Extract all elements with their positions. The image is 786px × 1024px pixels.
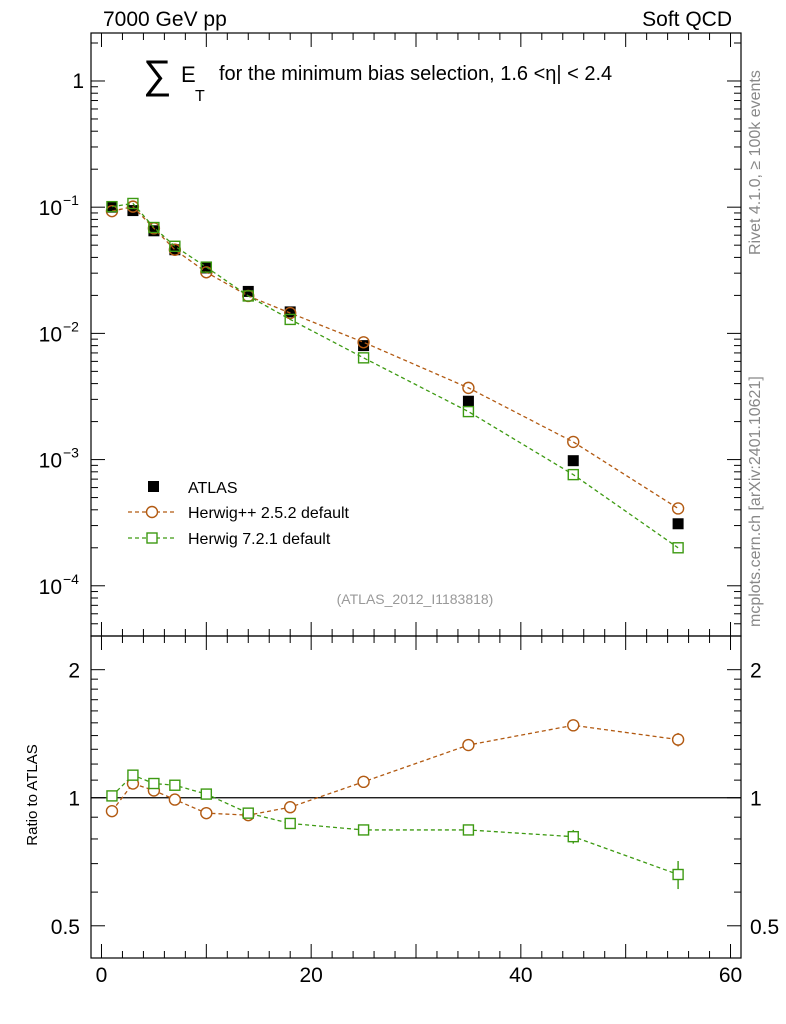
herwig7-data-point (462, 405, 475, 418)
ratio-herwig7-point (242, 807, 254, 819)
plot-title: for the minimum bias selection, 1.6 <η| … (219, 63, 612, 85)
ratio-herwigpp-point (200, 806, 213, 820)
ratio-herwig7-point (106, 790, 118, 802)
herwig7-data-point (106, 200, 118, 213)
ratio-series-line-0 (111, 724, 679, 816)
ratio-herwig7-point (462, 824, 475, 836)
analysis-id: (ATLAS_2012_I1183818) (337, 591, 494, 607)
ratio-y-tick-label-right: 1 (750, 788, 762, 811)
mcplots-label: mcplots.cern.ch [arXiv:2401.10621] (747, 376, 764, 627)
ratio-herwigpp-point (168, 793, 182, 806)
series-line-1 (111, 205, 679, 509)
atlas-data-point (462, 395, 474, 407)
x-tick-label: 20 (299, 964, 322, 987)
herwigpp-data-point (462, 381, 475, 395)
y-tick-label: 10 (39, 450, 62, 473)
title-sum-symbol: ∑ (143, 53, 172, 97)
ratio-herwigpp-point (567, 719, 580, 732)
legend-marker-herwigpp (145, 505, 159, 519)
herwig7-data-point (242, 290, 254, 302)
legend-marker-atlas (148, 481, 159, 492)
herwig7-data-point (567, 468, 579, 481)
ratio-herwig7-point (148, 777, 160, 790)
ratio-herwig7-point (127, 769, 139, 781)
y-tick-label: 10 (39, 323, 62, 346)
legend-label-herwigpp: Herwig++ 2.5.2 default (188, 505, 350, 522)
legend-label-herwig7: Herwig 7.2.1 default (188, 531, 331, 548)
ratio-herwigpp-point (105, 804, 119, 818)
ratio-herwigpp-point (357, 775, 370, 789)
herwig7-data-point (148, 221, 160, 234)
legend-marker-herwig7 (146, 532, 158, 544)
title-t: T (195, 88, 205, 105)
herwig7-data-point (357, 352, 370, 364)
atlas-data-point (106, 201, 118, 213)
ratio-ylabel: Ratio to ATLAS (24, 744, 41, 845)
ratio-y-tick-label-right: 0.5 (750, 916, 779, 939)
atlas-data-point (672, 518, 684, 530)
y-tick-label-exponent: −2 (63, 318, 79, 334)
herwigpp-data-point (567, 435, 580, 449)
ratio-herwig7-point (284, 817, 296, 830)
atlas-data-point (200, 262, 212, 274)
ratio-panel-frame (90, 635, 742, 959)
atlas-data-point (358, 340, 370, 352)
header-left-label: 7000 GeV pp (103, 8, 227, 31)
x-tick-label: 60 (719, 964, 742, 987)
ratio-herwig7-point (567, 830, 579, 843)
herwigpp-data-point (283, 306, 297, 320)
herwigpp-data-point (357, 336, 370, 349)
header-right-label: Soft QCD (642, 8, 732, 31)
atlas-data-point (169, 244, 181, 256)
ratio-herwigpp-point (283, 801, 297, 814)
y-tick-label: 1 (72, 70, 84, 93)
chart-marks: 110 −110 −210 −310 −40 20 40 600.5 0.51 12 2 (39, 33, 779, 987)
ratio-herwig7-point (169, 779, 181, 791)
atlas-data-point (284, 306, 296, 318)
x-tick-label: 0 (96, 964, 108, 987)
series-line-2 (111, 202, 679, 549)
ratio-y-tick-label-left: 1 (68, 788, 80, 811)
y-tick-label-exponent: −1 (63, 192, 79, 208)
title-e: E (181, 62, 196, 87)
atlas-data-point (127, 205, 139, 217)
y-tick-label-exponent: −3 (63, 445, 79, 461)
herwig7-data-point (200, 261, 213, 273)
y-tick-label: 10 (39, 197, 62, 220)
ratio-y-tick-label-left: 2 (68, 660, 80, 683)
herwig7-data-point (284, 313, 296, 326)
rivet-version-label: Rivet 4.1.0, ≥ 100k events (747, 70, 764, 255)
atlas-data-point (148, 225, 160, 237)
herwig7-data-point (127, 197, 139, 210)
legend-label-atlas: ATLAS (188, 480, 238, 497)
herwig7-data-point (169, 240, 181, 252)
ratio-herwigpp-point (671, 733, 685, 746)
ratio-herwig7-point (200, 788, 213, 800)
x-tick-label: 40 (509, 964, 532, 987)
atlas-data-point (567, 455, 579, 467)
ratio-series-line-1 (111, 774, 679, 876)
herwig7-data-point (672, 542, 684, 554)
ratio-herwig7-point (357, 824, 370, 836)
herwigpp-data-point (671, 502, 685, 515)
ratio-herwigpp-point (462, 738, 475, 752)
ratio-y-tick-label-left: 0.5 (51, 916, 80, 939)
y-tick-label: 10 (39, 576, 62, 599)
y-tick-label-exponent: −4 (63, 571, 79, 587)
ratio-herwig7-point (672, 868, 684, 881)
ratio-y-tick-label-right: 2 (750, 660, 762, 683)
legend: ATLAS Herwig++ 2.5.2 default Herwig 7.2.… (128, 480, 350, 548)
